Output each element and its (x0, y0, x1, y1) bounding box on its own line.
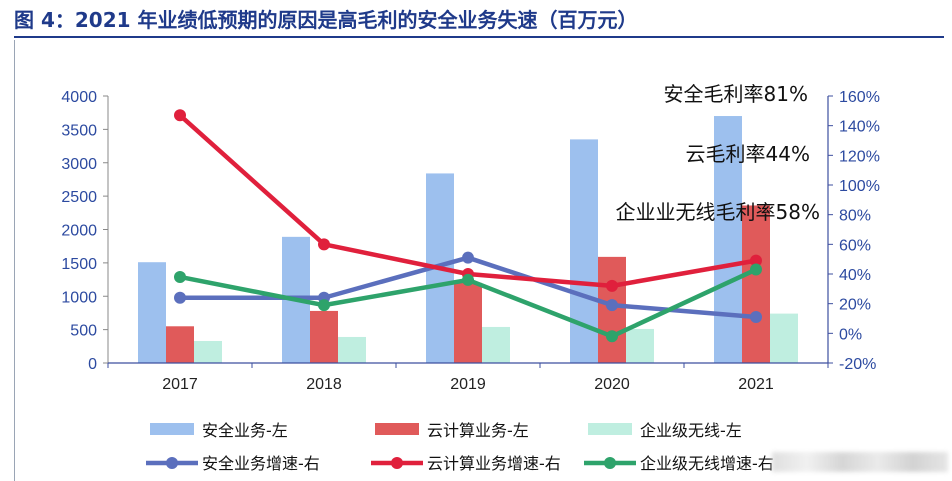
figure-left-border (14, 40, 15, 481)
x-tick-label: 2020 (594, 376, 630, 393)
annotation-text: 安全毛利率81% (664, 82, 808, 106)
x-tick-label: 2017 (162, 376, 198, 393)
legend-label: 云计算业务-左 (427, 421, 529, 440)
right-tick-label: 80% (839, 208, 871, 225)
right-tick-label: 100% (839, 178, 880, 195)
right-tick-label: 160% (839, 89, 880, 106)
right-tick-label: 60% (839, 237, 871, 254)
blurred-watermark (772, 452, 948, 472)
legend-swatch-marker (391, 457, 403, 469)
bar-1-2017 (138, 262, 166, 363)
x-tick-label: 2021 (738, 376, 774, 393)
bar-2-2021 (742, 205, 770, 363)
legend-swatch-marker (604, 457, 616, 469)
legend-swatch-marker (166, 457, 178, 469)
annotation-text: 企业业无线毛利率58% (616, 200, 820, 224)
legend-label: 安全业务-左 (202, 421, 288, 440)
bar-2-2018 (310, 310, 338, 363)
line-point-1-2021 (750, 311, 762, 324)
left-tick-label: 1500 (61, 256, 97, 273)
line-point-3-2019 (462, 273, 474, 286)
legend-swatch (150, 423, 194, 435)
line-point-1-2017 (174, 291, 186, 304)
left-tick-label: 3500 (61, 122, 97, 139)
right-tick-label: 40% (839, 267, 871, 284)
annotation-text: 云毛利率44% (686, 142, 810, 166)
line-point-1-2019 (462, 251, 474, 264)
bar-3-2021 (770, 313, 798, 363)
line-group (174, 109, 762, 343)
line-point-1-2020 (606, 299, 618, 312)
left-tick-label: 2500 (61, 189, 97, 206)
legend-swatch (375, 423, 419, 435)
line-point-3-2021 (750, 263, 762, 276)
line-point-2-2017 (174, 109, 186, 122)
bar-3-2018 (338, 336, 366, 363)
bar-3-2017 (194, 340, 222, 363)
bar-1-2021 (714, 116, 742, 364)
line-point-3-2018 (318, 299, 330, 312)
bar-3-2020 (626, 328, 654, 363)
right-tick-label: 20% (839, 297, 871, 314)
bar-3-2019 (482, 326, 510, 363)
right-tick-label: 140% (839, 119, 880, 136)
left-tick-label: 1000 (61, 289, 97, 306)
right-tick-label: -20% (839, 356, 876, 373)
legend-label: 安全业务增速-右 (202, 454, 320, 473)
legend-label: 企业级无线增速-右 (640, 454, 774, 473)
figure-title: 图 4：2021 年业绩低预期的原因是高毛利的安全业务失速（百万元） (14, 8, 638, 32)
line-point-2-2020 (606, 279, 618, 292)
left-tick-label: 0 (88, 356, 97, 373)
legend-swatch (588, 423, 632, 435)
x-tick-label: 2018 (306, 376, 342, 393)
line-point-2-2018 (318, 238, 330, 251)
bar-2-2019 (454, 282, 482, 363)
legend-label: 云计算业务增速-右 (427, 454, 561, 473)
left-tick-label: 4000 (61, 89, 97, 106)
line-point-2-2021 (750, 254, 762, 267)
left-tick-label: 3000 (61, 156, 97, 173)
x-tick-label: 2019 (450, 376, 486, 393)
bar-2-2017 (166, 326, 194, 363)
legend-label: 企业级无线-左 (640, 421, 742, 440)
title-underline (14, 36, 944, 38)
left-tick-label: 2000 (61, 223, 97, 240)
left-tick-label: 500 (70, 323, 97, 340)
line-point-3-2020 (606, 330, 618, 343)
right-tick-label: 120% (839, 148, 880, 165)
axes: 0 500 1000 1500 2000 2500 3000 3500 4000 -20% 0% 20… (61, 89, 880, 393)
right-tick-label: 0% (839, 326, 862, 343)
annotations: 安全毛利率81% 云毛利率44% 企业业无线毛利率58% (616, 82, 820, 224)
line-point-3-2017 (174, 270, 186, 283)
